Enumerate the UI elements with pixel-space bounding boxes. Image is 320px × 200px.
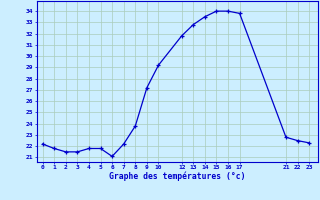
X-axis label: Graphe des températures (°c): Graphe des températures (°c) — [109, 172, 246, 181]
